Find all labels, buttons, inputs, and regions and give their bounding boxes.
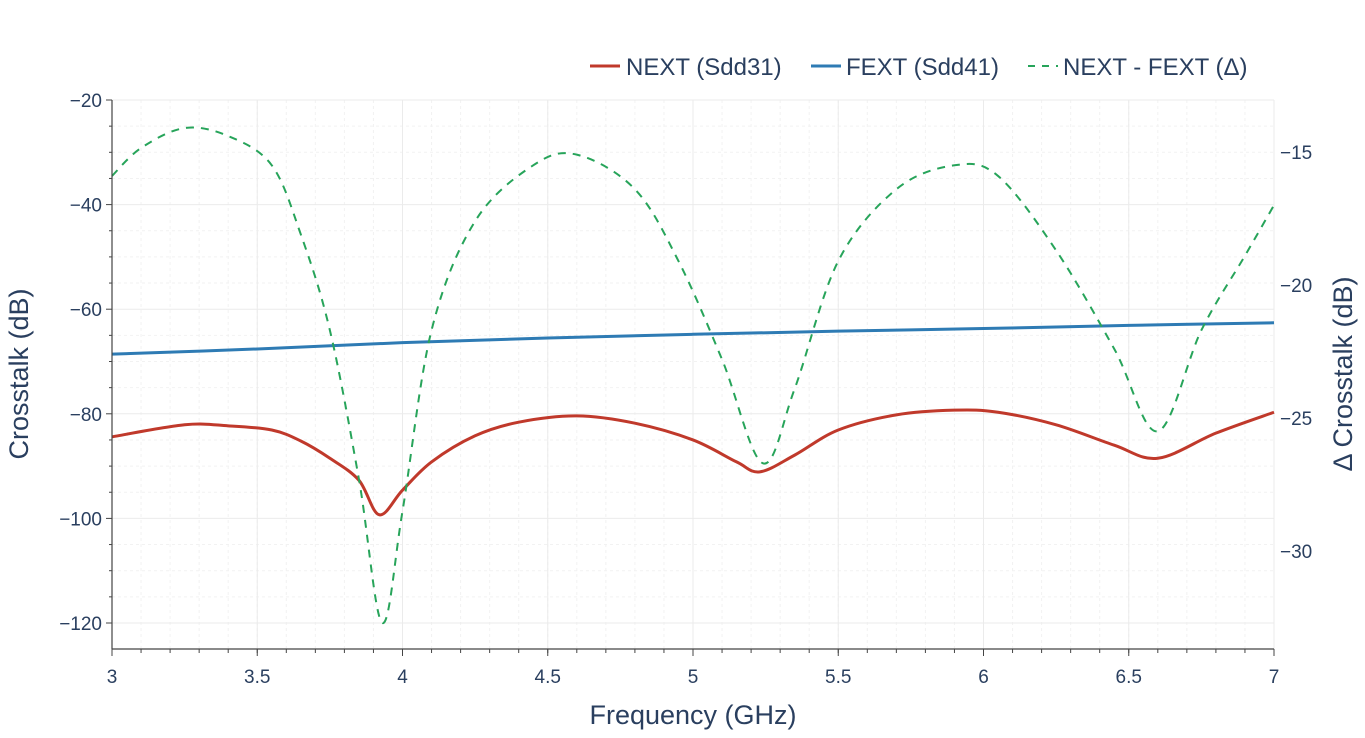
series-next-line[interactable] xyxy=(111,408,1275,517)
legend-label-delta: NEXT - FEXT (Δ) xyxy=(1063,54,1248,81)
x-tick-label: 7 xyxy=(1269,667,1280,688)
y-tick-label: −60 xyxy=(70,300,102,321)
x-axis-title: Frequency (GHz) xyxy=(589,700,796,730)
legend-label-next: NEXT (Sdd31) xyxy=(626,54,782,81)
series-delta-line[interactable] xyxy=(111,126,1275,624)
y2-tick-label: −25 xyxy=(1280,409,1312,430)
x-tick-label: 6.5 xyxy=(1116,667,1142,688)
y2-tick-label: −20 xyxy=(1280,276,1312,297)
x-tick-label: 5 xyxy=(688,667,699,688)
y2-tick-label: −15 xyxy=(1280,143,1312,164)
grid-lines xyxy=(111,99,1275,649)
y2-tick-label: −30 xyxy=(1280,542,1312,563)
y-tick-label: −40 xyxy=(70,196,102,217)
x-tick-label: 4 xyxy=(397,667,408,688)
legend-item-fext[interactable]: FEXT (Sdd41) xyxy=(811,54,999,81)
legend-item-next[interactable]: NEXT (Sdd31) xyxy=(590,54,782,81)
axes-layer xyxy=(106,99,1275,656)
x-tick-label: 6 xyxy=(978,667,989,688)
legend-label-fext: FEXT (Sdd41) xyxy=(846,54,999,81)
x-tick-label: 4.5 xyxy=(535,667,561,688)
series-layer xyxy=(111,126,1275,624)
y-tick-label: −80 xyxy=(70,405,102,426)
legend: NEXT (Sdd31) FEXT (Sdd41) NEXT - FEXT (Δ… xyxy=(590,54,1248,81)
x-tick-label: 3.5 xyxy=(244,667,270,688)
x-tick-label: 3 xyxy=(107,667,118,688)
y-axis-title: Crosstalk (dB) xyxy=(4,288,34,459)
tick-labels: 3 3.5 4 4.5 5 5.5 6 6.5 7 −20 −40 −60 −80 −100 −120 −15… xyxy=(59,91,1312,688)
series-fext-line[interactable] xyxy=(111,321,1275,356)
x-tick-label: 5.5 xyxy=(825,667,851,688)
y-tick-label: −120 xyxy=(59,614,102,635)
y-tick-label: −20 xyxy=(70,91,102,112)
y2-axis-title: Δ Crosstalk (dB) xyxy=(1328,276,1358,471)
legend-item-delta[interactable]: NEXT - FEXT (Δ) xyxy=(1028,54,1248,81)
y-tick-label: −100 xyxy=(59,509,102,530)
